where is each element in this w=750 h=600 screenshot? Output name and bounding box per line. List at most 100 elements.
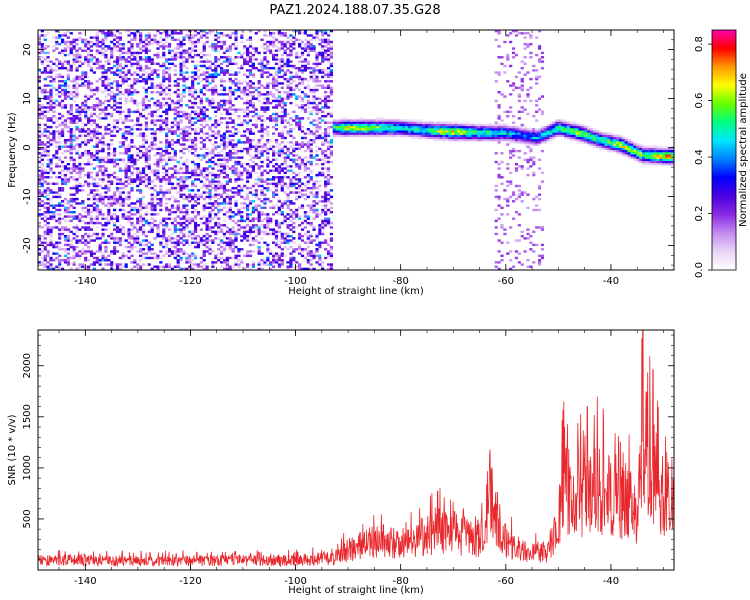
- spectrogram-cell: [69, 149, 73, 153]
- spectrogram-cell: [153, 101, 157, 105]
- spectrogram-cell: [289, 71, 293, 74]
- spectrogram-cell: [263, 226, 267, 229]
- spectrogram-cell: [295, 147, 299, 151]
- spectrogram-cell: [231, 232, 235, 236]
- spectrogram-cell: [113, 154, 117, 157]
- spectrogram-cell: [318, 84, 322, 87]
- spectrogram-cell: [277, 40, 281, 44]
- spectrogram-cell: [127, 210, 131, 214]
- spectrogram-cell: [303, 256, 308, 260]
- spectrogram-cell: [237, 248, 241, 251]
- spectrogram-cell: [248, 154, 253, 157]
- spectrogram-cell: [324, 56, 328, 59]
- spectrogram-cell: [266, 189, 270, 192]
- spectrogram-cell: [225, 173, 229, 177]
- spectrogram-cell: [115, 215, 120, 218]
- spectrogram-cell: [136, 53, 140, 57]
- spectrogram-cell: [245, 176, 250, 179]
- spectrogram-cell: [306, 160, 310, 164]
- spectrogram-cell: [127, 228, 131, 231]
- spectrogram-cell: [324, 99, 328, 103]
- spectrogram-cell: [78, 202, 82, 205]
- spectrogram-cell: [95, 221, 99, 225]
- spectrogram-cell: [260, 258, 264, 262]
- spectrogram-cell: [167, 34, 172, 37]
- spectrogram-cell: [248, 58, 253, 61]
- spectrogram-cell: [86, 162, 91, 166]
- spectrogram-cell: [243, 254, 247, 258]
- spectrogram-cell: [234, 232, 238, 236]
- spectrogram-cell: [208, 171, 212, 175]
- spectrogram-cell: [92, 193, 96, 196]
- spectrogram-cell: [101, 64, 105, 68]
- spectrogram-cell: [300, 158, 305, 162]
- spectrogram-cell: [237, 250, 241, 253]
- spectrogram-cell: [58, 132, 62, 135]
- spectrogram-cell: [228, 267, 232, 270]
- spectrogram-cell: [222, 167, 227, 170]
- spectrogram-cell: [170, 245, 175, 249]
- spectrogram-cell: [98, 40, 102, 44]
- spectrogram-cell: [49, 160, 53, 164]
- spectrogram-cell: [300, 193, 305, 196]
- spectrogram-cell: [46, 193, 50, 196]
- spectrogram-cell: [110, 47, 114, 50]
- spectrogram-cell: [72, 56, 76, 59]
- spectrogram-cell: [292, 184, 296, 188]
- spectrogram-cell: [324, 193, 328, 196]
- spectrogram-cell: [219, 56, 224, 59]
- spectrogram-cell: [260, 62, 264, 66]
- spectrogram-cell: [162, 56, 166, 59]
- spectrogram-cell: [321, 158, 325, 162]
- spectrogram-cell: [269, 66, 273, 70]
- spectrogram-cell: [188, 53, 192, 57]
- spectrogram-cell: [289, 200, 293, 203]
- spectrogram-cell: [231, 191, 235, 194]
- spectrogram-cell: [191, 237, 195, 240]
- spectrogram-cell: [240, 239, 244, 242]
- spectrogram-cell: [124, 77, 128, 81]
- spectrogram-cell: [162, 237, 166, 240]
- spectrogram-cell: [38, 197, 42, 201]
- spectrogram-cell: [202, 45, 206, 48]
- spectrogram-cell: [280, 263, 284, 266]
- spectrogram-cell: [133, 145, 137, 148]
- spectrogram-cell: [179, 217, 183, 220]
- spectrogram-cell: [191, 95, 195, 98]
- spectrogram-cell: [303, 93, 308, 96]
- spectrogram-cell: [75, 254, 79, 258]
- spectrogram-cell: [92, 232, 96, 236]
- spectrogram-cell: [318, 232, 322, 236]
- spectrogram-cell: [245, 206, 250, 210]
- spectrogram-cell: [266, 245, 270, 249]
- spectrogram-cell: [121, 141, 125, 144]
- spectrogram-cell: [266, 97, 270, 100]
- spectrogram-cell: [113, 224, 117, 227]
- spectrogram-cell: [58, 101, 62, 105]
- spectrogram-cell: [144, 82, 149, 85]
- spectrogram-cell: [185, 210, 189, 214]
- spectrogram-cell: [43, 256, 47, 260]
- spectrogram-cell: [277, 213, 281, 216]
- spectrogram-cell: [300, 90, 305, 94]
- spectrogram-cell: [182, 132, 186, 135]
- spectrogram-cell: [46, 95, 50, 98]
- spectrogram-cell: [121, 265, 125, 268]
- spectrogram-cell: [156, 165, 160, 168]
- spectrogram-cell: [254, 123, 258, 127]
- spectrogram-cell: [234, 178, 238, 181]
- spectrogram-cell: [81, 130, 85, 133]
- spectrogram-cell: [283, 40, 287, 44]
- spectrogram-cell: [63, 173, 68, 177]
- spectrogram-cell: [52, 99, 56, 103]
- spectrogram-cell: [211, 265, 215, 268]
- spectrogram-cell: [251, 97, 255, 100]
- spectrogram-cell: [130, 165, 134, 168]
- spectrogram-cell: [269, 169, 273, 172]
- spectrogram-cell: [228, 106, 232, 109]
- spectrogram-cell: [136, 121, 140, 124]
- spectrogram-cell: [98, 167, 102, 170]
- spectrogram-cell: [251, 73, 255, 76]
- spectrogram-cell: [231, 80, 235, 83]
- spectrogram-cell: [124, 101, 128, 105]
